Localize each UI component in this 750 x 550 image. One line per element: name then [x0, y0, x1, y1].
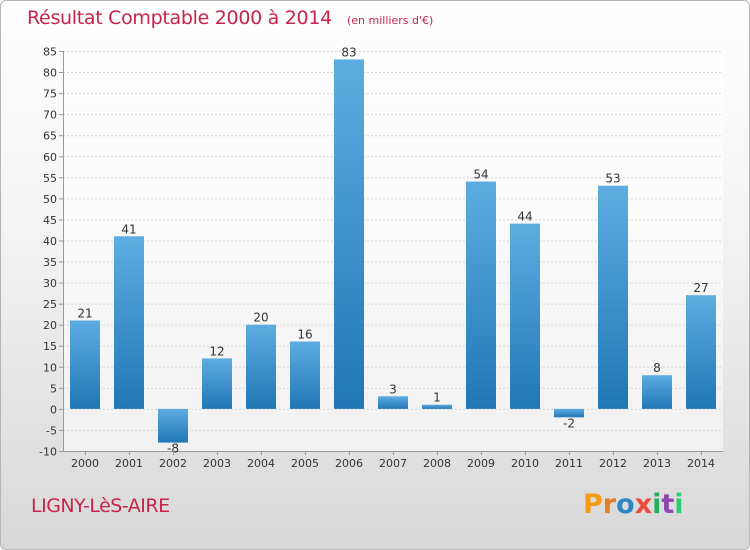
y-tick-label: 65 [43, 130, 57, 143]
y-tick-label: -5 [46, 424, 57, 437]
y-tick-label: -10 [39, 446, 57, 459]
bar [378, 396, 408, 409]
y-tick-label: 35 [43, 256, 57, 269]
x-tick-label: 2008 [423, 457, 451, 470]
x-tick-label: 2010 [511, 457, 539, 470]
bar [642, 375, 672, 409]
bar [686, 295, 716, 409]
chart-title: Résultat Comptable 2000 à 2014 [27, 7, 332, 29]
logo-letter: t [661, 489, 675, 520]
y-tick-label: 5 [50, 382, 57, 395]
bar [422, 404, 452, 409]
bar-value-label: 54 [473, 168, 488, 182]
bar-value-label: 16 [297, 328, 312, 342]
bar [70, 320, 100, 409]
bar-value-label: 21 [77, 306, 92, 320]
bar [466, 181, 496, 409]
proxiti-logo: Proxiti [583, 489, 684, 520]
y-tick-label: 55 [43, 172, 57, 185]
bar-value-label: 53 [605, 172, 620, 186]
x-tick-label: 2004 [247, 457, 275, 470]
y-tick-label: 60 [43, 151, 57, 164]
bar [202, 358, 232, 409]
bar-value-label: 83 [341, 45, 356, 59]
bar [598, 185, 628, 409]
bar-value-label: 44 [517, 210, 532, 224]
y-tick-label: 45 [43, 214, 57, 227]
logo-letter: P [583, 489, 603, 520]
y-tick-label: 25 [43, 298, 57, 311]
y-tick-label: 70 [43, 109, 57, 122]
bar-value-label: 8 [653, 361, 661, 375]
bar-value-label: 27 [693, 281, 708, 295]
bar [554, 408, 584, 418]
y-tick-label: 75 [43, 88, 57, 101]
bar-value-label: 12 [209, 344, 224, 358]
bar [334, 59, 364, 409]
logo-letter: r [602, 489, 617, 520]
x-tick-label: 2013 [643, 457, 671, 470]
logo-letter: o [616, 489, 635, 520]
x-tick-label: 2000 [71, 457, 99, 470]
x-tick-label: 2003 [203, 457, 231, 470]
x-tick-label: 2007 [379, 457, 407, 470]
logo-letter: i [674, 489, 684, 520]
logo-letter: x [634, 489, 653, 520]
bar [158, 408, 188, 443]
y-tick-label: 0 [50, 403, 57, 416]
x-tick-label: 2011 [555, 457, 583, 470]
x-tick-label: 2006 [335, 457, 363, 470]
bar [246, 324, 276, 409]
x-tick-label: 2005 [291, 457, 319, 470]
x-tick-label: 2014 [687, 457, 715, 470]
bar-value-label: -8 [167, 442, 179, 456]
y-tick-label: 20 [43, 319, 57, 332]
y-tick-label: 30 [43, 277, 57, 290]
x-tick-label: 2009 [467, 457, 495, 470]
chart-subtitle: (en milliers d'€) [346, 14, 434, 27]
bar-value-label: 20 [253, 311, 268, 325]
bar-value-label: 3 [389, 382, 397, 396]
y-tick-label: 50 [43, 193, 57, 206]
bar-value-label: -2 [563, 416, 575, 430]
y-tick-label: 40 [43, 235, 57, 248]
bar-value-label: 41 [121, 222, 136, 236]
commune-name: LIGNY-LèS-AIRE [31, 495, 170, 517]
x-tick-label: 2001 [115, 457, 143, 470]
y-tick-label: 10 [43, 361, 57, 374]
y-tick-label: 80 [43, 67, 57, 80]
bar-value-label: 1 [433, 391, 441, 405]
x-tick-label: 2012 [599, 457, 627, 470]
bar [114, 236, 144, 409]
bar [290, 341, 320, 409]
chart-title-row: Résultat Comptable 2000 à 2014 (en milli… [27, 7, 433, 29]
bar [510, 223, 540, 409]
y-tick-label: 15 [43, 340, 57, 353]
x-tick-label: 2002 [159, 457, 187, 470]
logo-letter: i [652, 489, 662, 520]
y-tick-label: 85 [43, 46, 57, 59]
